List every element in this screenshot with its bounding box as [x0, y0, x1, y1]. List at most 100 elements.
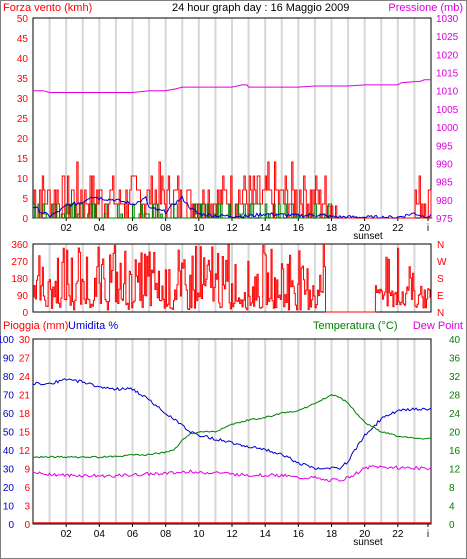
- pressure-y-tick-label: 985: [436, 178, 453, 189]
- humidity-axis-label: Umidita %: [68, 320, 118, 332]
- humidity-y-tick-label: 20: [3, 483, 15, 494]
- compass-y-tick-label: E: [437, 291, 444, 302]
- x-tick-label: 06: [127, 223, 139, 234]
- pressure-y-tick-label: 980: [436, 196, 453, 207]
- sunset-label: sunset: [353, 537, 383, 548]
- wind-y-tick-label: 25: [17, 114, 29, 125]
- rain-y-tick-label: 0: [24, 520, 30, 531]
- temperature-y-tick-label: 0: [449, 520, 455, 531]
- dewpoint-axis-label: Dew Point: [413, 320, 463, 332]
- temperature-y-tick-label: 40: [449, 335, 461, 346]
- temperature-humidity-panel: 0102030405060708090100036912151821242730…: [0, 335, 461, 548]
- rain-y-tick-label: 27: [19, 354, 31, 365]
- sunset-label: sunset: [353, 231, 383, 242]
- x-tick-label: 18: [326, 529, 338, 540]
- temperature-y-tick-label: 32: [449, 372, 461, 383]
- compass-y-tick-label: S: [437, 274, 444, 285]
- wind-y-tick-label: 10: [17, 174, 29, 185]
- x-tick-label: 12: [226, 529, 238, 540]
- compass-y-tick-label: W: [437, 257, 447, 268]
- temperature-line: [32, 394, 432, 459]
- wind-average-line: [33, 203, 334, 219]
- x-tick-label: 02: [61, 529, 73, 540]
- x-tick-label: 14: [260, 223, 272, 234]
- humidity-y-tick-label: 40: [3, 446, 15, 457]
- x-tick-label: 08: [160, 223, 172, 234]
- wind-y-tick-label: 40: [17, 54, 29, 65]
- x-tick-label: 04: [94, 223, 106, 234]
- temperature-y-tick-label: 4: [449, 502, 455, 513]
- pressure-y-tick-label: 1025: [436, 32, 459, 43]
- temperature-y-tick-label: 12: [449, 465, 461, 476]
- pressure-y-tick-label: 1020: [436, 50, 459, 61]
- pressure-y-tick-label: 1015: [436, 69, 459, 80]
- rain-y-tick-label: 12: [19, 446, 31, 457]
- temperature-y-tick-label: 16: [449, 446, 461, 457]
- wind-y-tick-label: 35: [17, 74, 29, 85]
- wind-y-tick-label: 30: [17, 94, 29, 105]
- rain-y-tick-label: 30: [19, 335, 31, 346]
- humidity-y-tick-label: 10: [3, 502, 15, 513]
- wind-mean-line: [32, 195, 432, 219]
- rain-axis-label: Pioggia (mm): [3, 320, 68, 332]
- temperature-y-tick-label: 28: [449, 391, 461, 402]
- x-tick-label: 22: [392, 529, 404, 540]
- humidity-y-tick-label: 90: [3, 354, 15, 365]
- direction-y-tick-label: 270: [11, 257, 28, 268]
- chart-title: 24 hour graph day : 16 Maggio 2009: [172, 2, 349, 14]
- x-tick-label: 04: [94, 529, 106, 540]
- direction-y-tick-label: 0: [22, 308, 28, 319]
- x-tick-label: 10: [193, 529, 205, 540]
- rain-y-tick-label: 18: [19, 409, 31, 420]
- direction-y-tick-label: 180: [11, 274, 28, 285]
- direction-y-tick-label: 90: [17, 291, 29, 302]
- wind-pressure-panel: 0510152025303540455097598098599099510001…: [17, 14, 459, 242]
- x-tick-label: i: [427, 223, 429, 234]
- humidity-y-tick-label: 70: [3, 391, 15, 402]
- dewpoint-line: [32, 465, 432, 483]
- x-tick-label: 22: [392, 223, 404, 234]
- x-tick-label: 20: [359, 223, 371, 234]
- x-tick-label: 16: [293, 529, 305, 540]
- x-tick-label: 20: [359, 529, 371, 540]
- temperature-y-tick-label: 36: [449, 354, 461, 365]
- wind-y-tick-label: 5: [22, 194, 28, 205]
- humidity-y-tick-label: 50: [3, 428, 15, 439]
- pressure-y-tick-label: 1030: [436, 14, 459, 25]
- wind-y-tick-label: 15: [17, 154, 29, 165]
- x-tick-label: 02: [61, 223, 73, 234]
- temperature-y-tick-label: 20: [449, 428, 461, 439]
- pressure-y-tick-label: 1005: [436, 105, 459, 116]
- wind-y-tick-label: 0: [22, 214, 28, 225]
- x-tick-label: 10: [193, 223, 205, 234]
- direction-plot-border: [32, 243, 432, 313]
- humidity-y-tick-label: 80: [3, 372, 15, 383]
- wind-y-tick-label: 50: [17, 14, 29, 25]
- temperature-y-tick-label: 24: [449, 409, 461, 420]
- rain-y-tick-label: 24: [19, 372, 31, 383]
- x-tick-label: 12: [226, 223, 238, 234]
- humidity-y-tick-label: 60: [3, 409, 15, 420]
- rain-y-tick-label: 3: [24, 502, 30, 513]
- rain-y-tick-label: 6: [24, 483, 30, 494]
- humidity-y-tick-label: 30: [3, 465, 15, 476]
- pressure-y-tick-label: 975: [436, 214, 453, 225]
- pressure-y-tick-label: 1000: [436, 123, 459, 134]
- temperature-axis-label: Temperatura (°C): [313, 320, 397, 332]
- compass-y-tick-label: N: [437, 308, 444, 319]
- x-tick-label: 16: [293, 223, 305, 234]
- wind-direction-line: [33, 244, 432, 313]
- rain-y-tick-label: 21: [19, 391, 31, 402]
- wind-axis-label: Forza vento (kmh): [3, 2, 92, 14]
- x-tick-label: 08: [160, 529, 172, 540]
- pressure-y-tick-label: 995: [436, 141, 453, 152]
- x-tick-label: 14: [260, 529, 272, 540]
- x-tick-label: 18: [326, 223, 338, 234]
- pressure-y-tick-label: 990: [436, 159, 453, 170]
- rain-y-tick-label: 9: [24, 465, 30, 476]
- wind-y-tick-label: 45: [17, 34, 29, 45]
- rain-y-tick-label: 15: [19, 428, 31, 439]
- compass-y-tick-label: N: [437, 240, 444, 251]
